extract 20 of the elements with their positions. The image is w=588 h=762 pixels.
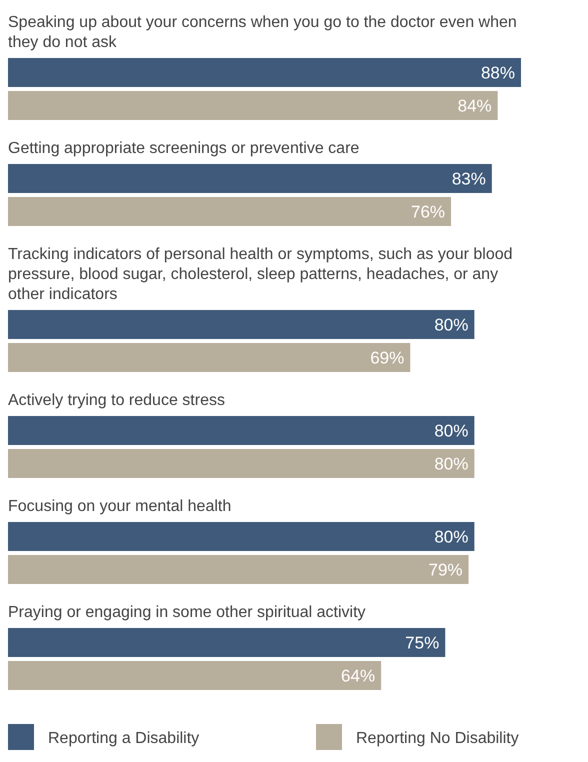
y-tick-label: Actively trying to reduce stress bbox=[8, 392, 225, 409]
data-label: 83% bbox=[452, 170, 486, 188]
data-label: 69% bbox=[370, 348, 404, 368]
y-tick-label: Speaking up about your concerns when you go to the doctor even when they do not ask bbox=[8, 14, 517, 51]
data-label: 76% bbox=[411, 202, 446, 222]
data-label: 75% bbox=[405, 634, 440, 652]
legend-label: Reporting a Disability bbox=[48, 730, 200, 747]
data-label: 80% bbox=[434, 528, 468, 546]
y-tick-label: Getting appropriate screenings or preventive care bbox=[8, 140, 360, 157]
data-label: 80% bbox=[434, 316, 468, 334]
data-label: 80% bbox=[434, 422, 468, 440]
data-label: 80% bbox=[434, 454, 468, 474]
y-tick-label: Focusing on your mental health bbox=[8, 498, 232, 515]
y-tick-label: Tracking indicators of personal health or symptoms, such as your blood pressure, blood sugar, cholesterol, sleep patterns, headaches, or any other indicators bbox=[8, 246, 513, 303]
legend-label: Reporting No Disability bbox=[356, 730, 519, 747]
data-label: 79% bbox=[428, 560, 463, 580]
data-label: 88% bbox=[480, 64, 515, 82]
data-label: 84% bbox=[458, 96, 492, 116]
data-label: 64% bbox=[341, 666, 376, 686]
y-tick-label: Praying or engaging in some other spiritual activity bbox=[8, 604, 366, 621]
